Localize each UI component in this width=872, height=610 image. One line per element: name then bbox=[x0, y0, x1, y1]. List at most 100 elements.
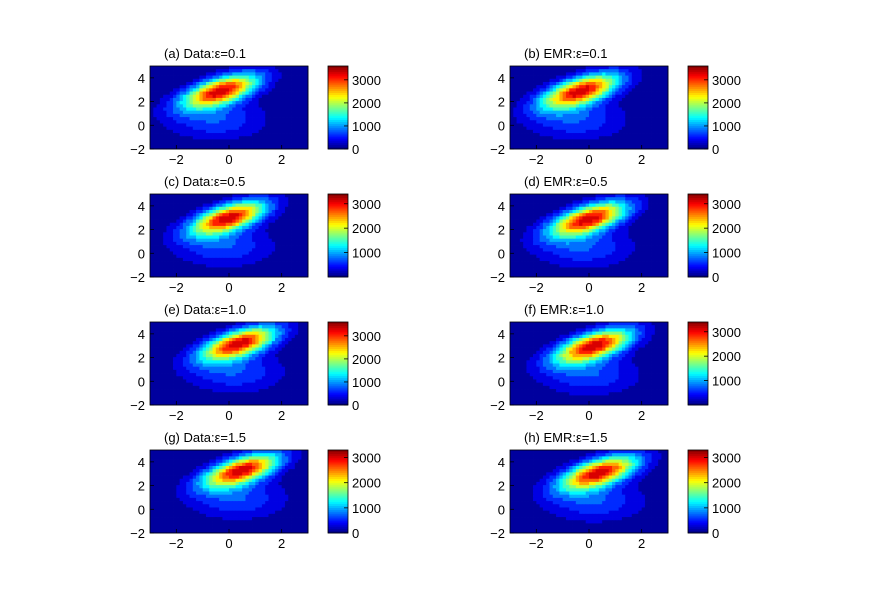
heatmap-cell bbox=[192, 123, 197, 128]
heatmap-cell bbox=[150, 142, 154, 147]
heatmap-cell bbox=[644, 145, 649, 150]
heatmap-cell bbox=[602, 206, 606, 211]
heatmap-cell bbox=[621, 129, 626, 134]
heatmap-cell bbox=[529, 110, 534, 115]
heatmap-cell bbox=[552, 248, 557, 252]
heatmap-cell bbox=[618, 97, 623, 102]
heatmap-cell bbox=[252, 117, 256, 121]
heatmap-cell bbox=[163, 238, 167, 243]
heatmap-cell bbox=[648, 248, 652, 252]
heatmap-cell bbox=[598, 145, 603, 150]
heatmap-cell bbox=[275, 94, 279, 99]
colorbar-swatch bbox=[328, 122, 348, 125]
colorbar-swatch bbox=[328, 97, 348, 100]
heatmap-cell bbox=[173, 142, 177, 147]
heatmap-cell bbox=[163, 126, 167, 131]
heatmap-cell bbox=[265, 203, 269, 208]
heatmap-cell bbox=[219, 232, 223, 236]
heatmap-cell bbox=[533, 241, 537, 246]
heatmap-cell bbox=[298, 273, 302, 278]
heatmap-cell bbox=[215, 145, 220, 150]
heatmap-cell bbox=[258, 126, 263, 131]
heatmap-cell bbox=[661, 209, 666, 214]
heatmap-cell bbox=[209, 72, 213, 76]
heatmap-cell bbox=[651, 72, 656, 76]
heatmap-cell bbox=[176, 248, 181, 252]
heatmap-cell bbox=[519, 66, 524, 70]
heatmap-cell bbox=[252, 222, 256, 227]
heatmap-cell bbox=[644, 142, 649, 147]
heatmap-cell bbox=[173, 200, 177, 204]
heatmap-cell bbox=[252, 194, 256, 198]
heatmap-cell bbox=[179, 120, 184, 124]
heatmap-cell bbox=[536, 91, 541, 96]
heatmap-cell bbox=[635, 222, 639, 227]
heatmap-cell bbox=[579, 110, 583, 115]
heatmap-cell bbox=[275, 248, 279, 252]
heatmap-cell bbox=[536, 88, 541, 92]
heatmap-cell bbox=[235, 88, 240, 92]
heatmap-cell bbox=[153, 110, 157, 115]
heatmap-cell bbox=[625, 110, 629, 115]
heatmap-cell bbox=[513, 101, 517, 105]
heatmap-cell bbox=[238, 216, 243, 220]
heatmap-cell bbox=[579, 200, 583, 204]
heatmap-cell bbox=[150, 241, 154, 246]
heatmap-cell bbox=[255, 78, 260, 83]
heatmap-cell bbox=[238, 200, 243, 204]
heatmap-cell bbox=[156, 139, 161, 144]
heatmap-cell bbox=[166, 97, 171, 102]
heatmap-cell bbox=[559, 101, 564, 105]
heatmap-cell bbox=[209, 94, 213, 99]
heatmap-cell bbox=[644, 254, 649, 259]
heatmap-cell bbox=[248, 222, 253, 227]
heatmap-cell bbox=[523, 194, 527, 198]
heatmap-cell bbox=[536, 219, 541, 224]
heatmap-cell bbox=[205, 133, 210, 137]
heatmap-cell bbox=[261, 107, 266, 112]
heatmap-cell bbox=[182, 251, 187, 256]
heatmap-cell bbox=[298, 142, 302, 147]
heatmap-cell bbox=[222, 126, 227, 131]
heatmap-cell bbox=[651, 97, 656, 102]
heatmap-cell bbox=[552, 229, 557, 233]
heatmap-cell bbox=[579, 142, 583, 147]
heatmap-cell bbox=[516, 213, 521, 217]
heatmap-cell bbox=[301, 241, 306, 246]
heatmap-cell bbox=[242, 261, 246, 265]
heatmap-cell bbox=[219, 72, 223, 76]
heatmap-cell bbox=[294, 75, 299, 80]
heatmap-cell bbox=[222, 104, 227, 108]
heatmap-cell bbox=[255, 213, 260, 217]
heatmap-cell bbox=[631, 245, 636, 249]
heatmap-cell bbox=[572, 248, 577, 252]
heatmap-cell bbox=[245, 264, 250, 268]
heatmap-cell bbox=[199, 94, 204, 99]
heatmap-cell bbox=[539, 91, 544, 96]
heatmap-cell bbox=[559, 251, 564, 256]
heatmap-cell bbox=[635, 88, 639, 92]
heatmap-cell bbox=[579, 225, 583, 230]
colorbar-swatch bbox=[328, 86, 348, 90]
heatmap-cell bbox=[271, 257, 276, 262]
heatmap-cell bbox=[271, 85, 276, 89]
heatmap-cell bbox=[284, 232, 289, 236]
heatmap-cell bbox=[641, 123, 646, 128]
heatmap-cell bbox=[533, 145, 537, 150]
heatmap-cell bbox=[631, 81, 636, 86]
heatmap-cell bbox=[268, 136, 273, 140]
heatmap-cell bbox=[638, 69, 643, 73]
heatmap-cell bbox=[215, 264, 220, 268]
heatmap-cell bbox=[621, 117, 626, 121]
heatmap-cell bbox=[542, 145, 547, 150]
heatmap-cell bbox=[298, 136, 302, 140]
heatmap-cell bbox=[245, 117, 250, 121]
heatmap-cell bbox=[562, 104, 567, 108]
heatmap-cell bbox=[621, 126, 626, 131]
heatmap-cell bbox=[163, 97, 167, 102]
heatmap-cell bbox=[258, 213, 263, 217]
heatmap-cell bbox=[278, 117, 283, 121]
heatmap-cell bbox=[219, 142, 223, 147]
heatmap-cell bbox=[258, 136, 263, 140]
